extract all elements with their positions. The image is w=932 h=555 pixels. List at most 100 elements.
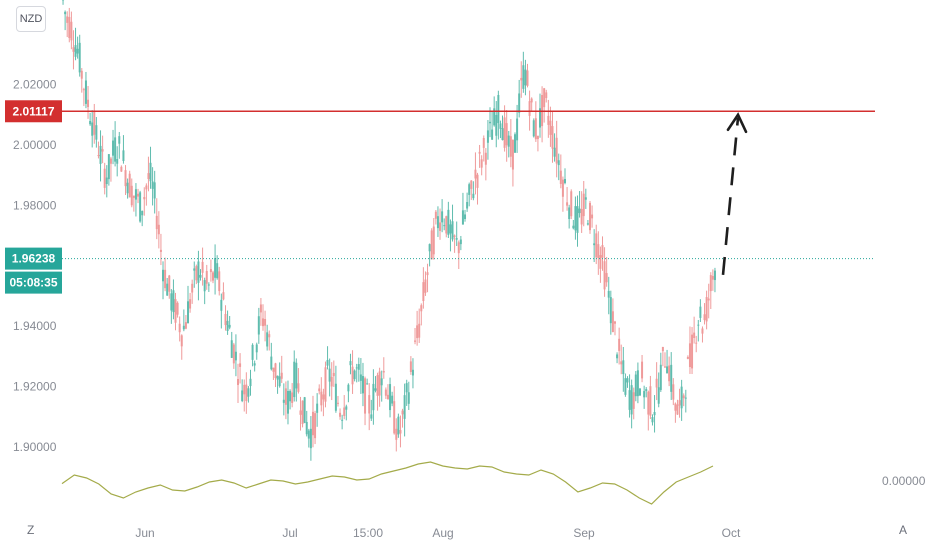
candle-body	[701, 329, 703, 334]
candle-body	[474, 170, 476, 179]
candle-body	[156, 216, 158, 229]
candle-body	[662, 347, 664, 351]
candle-body	[620, 361, 622, 364]
candle-body	[145, 186, 147, 190]
candle-body	[535, 118, 537, 139]
candle-body	[587, 223, 589, 224]
projection-arrow-line	[723, 118, 738, 275]
candle-body	[466, 202, 468, 209]
candle-body	[439, 222, 441, 230]
candle-body	[612, 311, 614, 332]
candle-body	[358, 364, 360, 370]
candle-body	[274, 363, 276, 378]
candle-body	[268, 334, 270, 337]
candle-body	[645, 389, 647, 391]
candle-body	[133, 196, 135, 198]
candle-body	[527, 70, 529, 85]
candle-body	[102, 149, 104, 151]
candle-body	[406, 383, 408, 392]
candle-body	[266, 332, 268, 346]
auto-scale-button[interactable]: A	[899, 523, 907, 537]
candle-body	[570, 191, 572, 216]
candle-body	[374, 388, 376, 390]
candle-body	[291, 392, 293, 402]
candle-body	[324, 367, 326, 401]
candle-body	[654, 412, 656, 415]
candle-body	[116, 159, 118, 164]
time-tick-label: 15:00	[353, 526, 383, 540]
candle-body	[372, 384, 374, 410]
candle-body	[674, 404, 676, 411]
candle-body	[704, 314, 706, 320]
candle-body	[689, 343, 691, 367]
candle-body	[329, 369, 331, 382]
candle-body	[289, 391, 291, 401]
candle-body	[552, 126, 554, 149]
candle-body	[202, 262, 204, 273]
candle-body	[508, 136, 510, 147]
candle-body	[204, 280, 206, 291]
candle-body	[214, 258, 216, 278]
candle-body	[272, 368, 274, 372]
candle-body	[64, 12, 66, 14]
candle-body	[533, 120, 535, 136]
candle-body	[312, 412, 314, 435]
candle-body	[497, 95, 499, 123]
candle-body	[225, 314, 227, 325]
candle-body	[483, 138, 485, 148]
candle-body	[560, 171, 562, 184]
candle-body	[218, 271, 220, 291]
candle-body	[200, 275, 202, 278]
candle-body	[95, 125, 97, 139]
candle-body	[549, 121, 551, 135]
indicator-layer	[62, 462, 713, 504]
candle-body	[212, 272, 214, 280]
currency-label[interactable]: NZD	[16, 6, 46, 32]
candle-body	[108, 154, 110, 179]
candle-body	[216, 263, 218, 278]
candle-body	[443, 225, 445, 226]
candle-body	[83, 89, 85, 90]
candle-body	[260, 304, 262, 312]
time-tick-label: Aug	[432, 526, 453, 540]
candle-body	[233, 345, 235, 364]
candle-body	[418, 324, 420, 338]
candle-body	[408, 392, 410, 404]
candle-body	[179, 324, 181, 332]
candle-body	[651, 417, 653, 422]
candle-body	[420, 305, 422, 311]
candle-body	[229, 325, 231, 328]
candle-body	[75, 45, 77, 57]
candle-body	[593, 243, 595, 245]
candle-body	[452, 221, 454, 239]
candle-body	[618, 339, 620, 351]
candle-body	[522, 65, 524, 89]
candle-body	[110, 159, 112, 164]
candle-body	[281, 373, 283, 379]
candle-body	[227, 321, 229, 331]
candle-body	[114, 137, 116, 161]
candle-body	[335, 384, 337, 411]
candle-body	[352, 367, 354, 385]
candle-body	[368, 395, 370, 413]
candle-body	[183, 326, 185, 330]
timezone-button[interactable]: Z	[27, 523, 34, 537]
candle-body	[460, 240, 462, 245]
candle-body	[112, 141, 114, 156]
candle-body	[712, 276, 714, 280]
candle-body	[72, 47, 74, 52]
candle-body	[510, 136, 512, 156]
candle-body	[683, 395, 685, 398]
candle-body	[601, 245, 603, 258]
price-axis[interactable]: 2.020002.000001.980001.940001.920001.900…	[5, 78, 926, 488]
candle-body	[437, 216, 439, 228]
candle-body	[435, 212, 437, 219]
candle-body	[572, 226, 574, 229]
candle-body	[135, 189, 137, 199]
candle-body	[531, 99, 533, 103]
price-tick-label: 1.90000	[13, 440, 57, 454]
candle-body	[162, 270, 164, 281]
